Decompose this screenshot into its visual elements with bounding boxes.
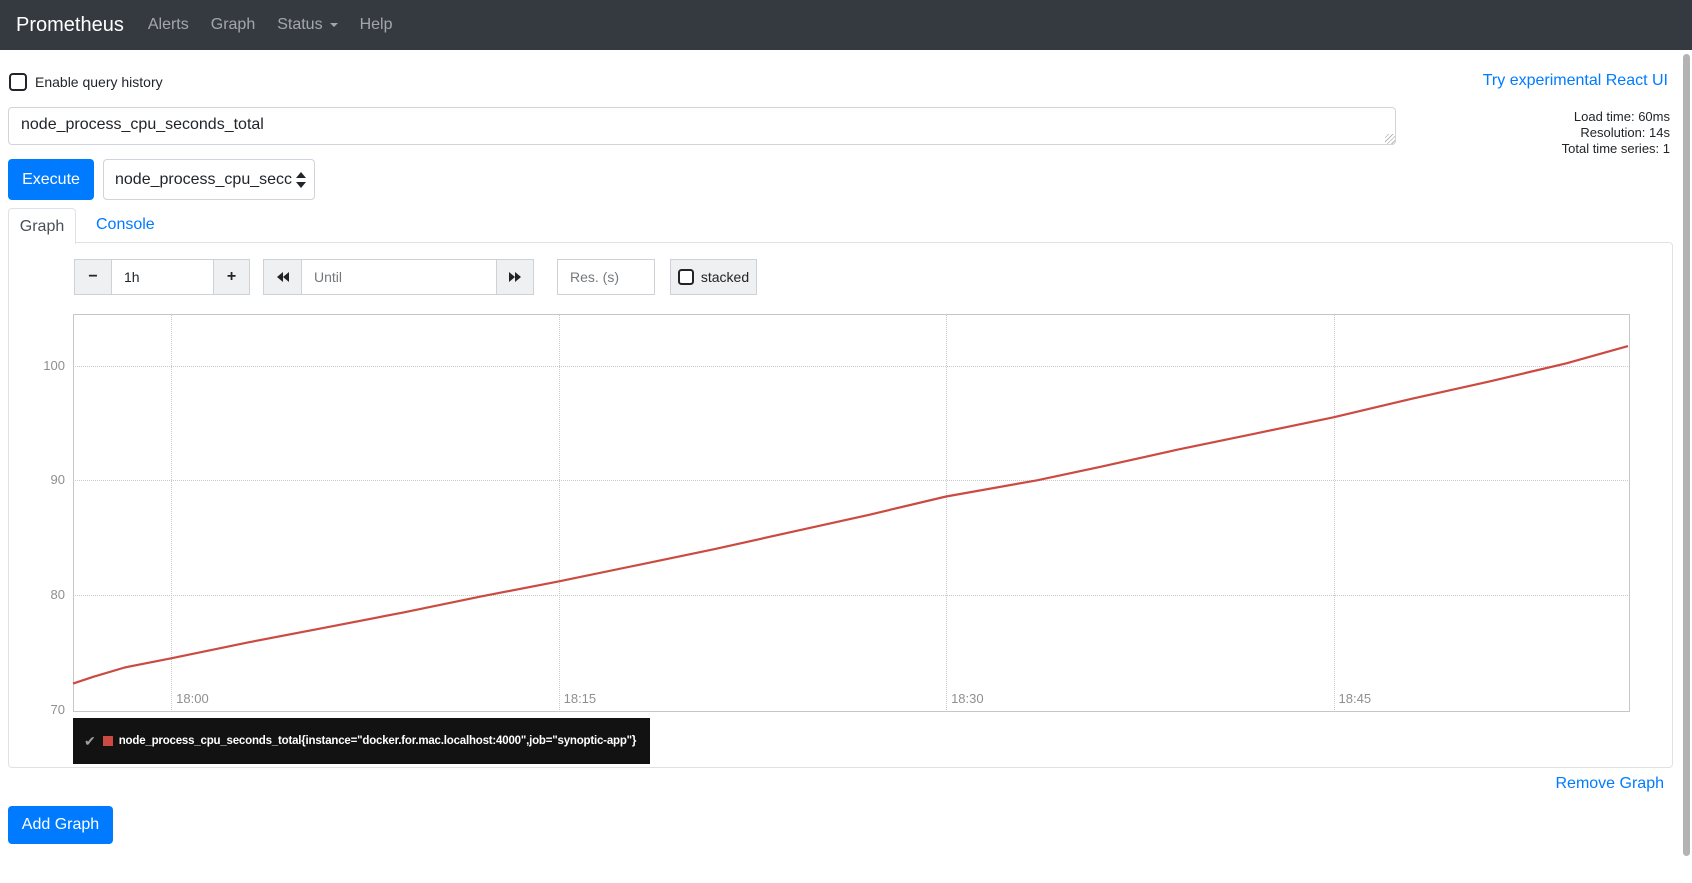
nav-status-dropdown[interactable]: Status <box>277 16 338 34</box>
graph-plot-area[interactable] <box>73 314 1630 712</box>
y-tick-label: 80 <box>50 587 65 603</box>
x-tick-label: 18:45 <box>1338 691 1372 706</box>
legend-series-label: node_process_cpu_seconds_total{instance=… <box>118 735 637 747</box>
nav-status-label: Status <box>277 16 323 33</box>
resolution-input[interactable] <box>557 259 655 295</box>
stacked-toggle[interactable]: stacked <box>670 259 757 295</box>
nav-help[interactable]: Help <box>359 16 393 33</box>
brand-link[interactable]: Prometheus <box>16 13 124 36</box>
resolution: Resolution: 14s <box>1580 125 1670 140</box>
x-tick-label: 18:30 <box>951 691 984 706</box>
total-time-series: Total time series: 1 <box>1561 141 1670 156</box>
y-tick-label: 70 <box>50 702 65 717</box>
query-history-checkbox[interactable] <box>9 73 27 91</box>
range-increase-button[interactable]: + <box>213 259 250 295</box>
double-right-arrow-icon <box>509 272 521 282</box>
query-history-label: Enable query history <box>35 74 163 90</box>
nav-graph[interactable]: Graph <box>210 16 256 33</box>
remove-graph-link[interactable]: Remove Graph <box>1555 775 1665 792</box>
x-tick-label: 18:15 <box>563 691 597 706</box>
metric-select-value: node_process_cpu_secc <box>115 170 293 188</box>
nav-alerts[interactable]: Alerts <box>147 16 189 33</box>
tab-graph[interactable]: Graph <box>8 208 76 244</box>
query-history-row: Enable query history <box>9 73 163 91</box>
execute-button[interactable]: Execute <box>8 159 94 200</box>
query-stats: Load time: 60ms Resolution: 14s Total ti… <box>1562 109 1670 157</box>
time-forward-button[interactable] <box>496 259 534 295</box>
legend-swatch <box>102 736 113 746</box>
range-decrease-button[interactable]: − <box>74 259 112 295</box>
tab-console[interactable]: Console <box>96 216 155 233</box>
y-tick-label: 100 <box>43 357 65 373</box>
textarea-resize-handle[interactable] <box>1385 134 1395 144</box>
scrollbar-thumb[interactable] <box>1683 54 1690 856</box>
stacked-checkbox <box>677 269 694 285</box>
load-time: Load time: 60ms <box>1573 109 1670 124</box>
legend-item[interactable]: ✔ node_process_cpu_seconds_total{instanc… <box>73 718 651 764</box>
add-graph-button[interactable]: Add Graph <box>8 806 113 844</box>
range-input[interactable] <box>111 259 214 295</box>
double-left-arrow-icon <box>276 272 289 282</box>
metric-select[interactable]: node_process_cpu_secc <box>103 159 315 200</box>
y-tick-label: 90 <box>50 472 65 488</box>
range-control-group: − + <box>74 259 250 295</box>
navbar: Prometheus Alerts Graph Status Help <box>0 0 1692 50</box>
time-control-group <box>263 259 534 295</box>
stacked-label: stacked <box>700 269 750 285</box>
until-input[interactable] <box>301 259 497 295</box>
react-ui-link[interactable]: Try experimental React UI <box>1482 72 1668 89</box>
time-back-button[interactable] <box>263 259 302 295</box>
up-down-arrows-icon <box>296 171 306 188</box>
query-expression-input[interactable]: node_process_cpu_seconds_total <box>8 107 1396 145</box>
x-tick-label: 18:00 <box>176 691 209 706</box>
legend-check-icon: ✔ <box>84 732 96 749</box>
caret-down-icon <box>329 23 338 27</box>
